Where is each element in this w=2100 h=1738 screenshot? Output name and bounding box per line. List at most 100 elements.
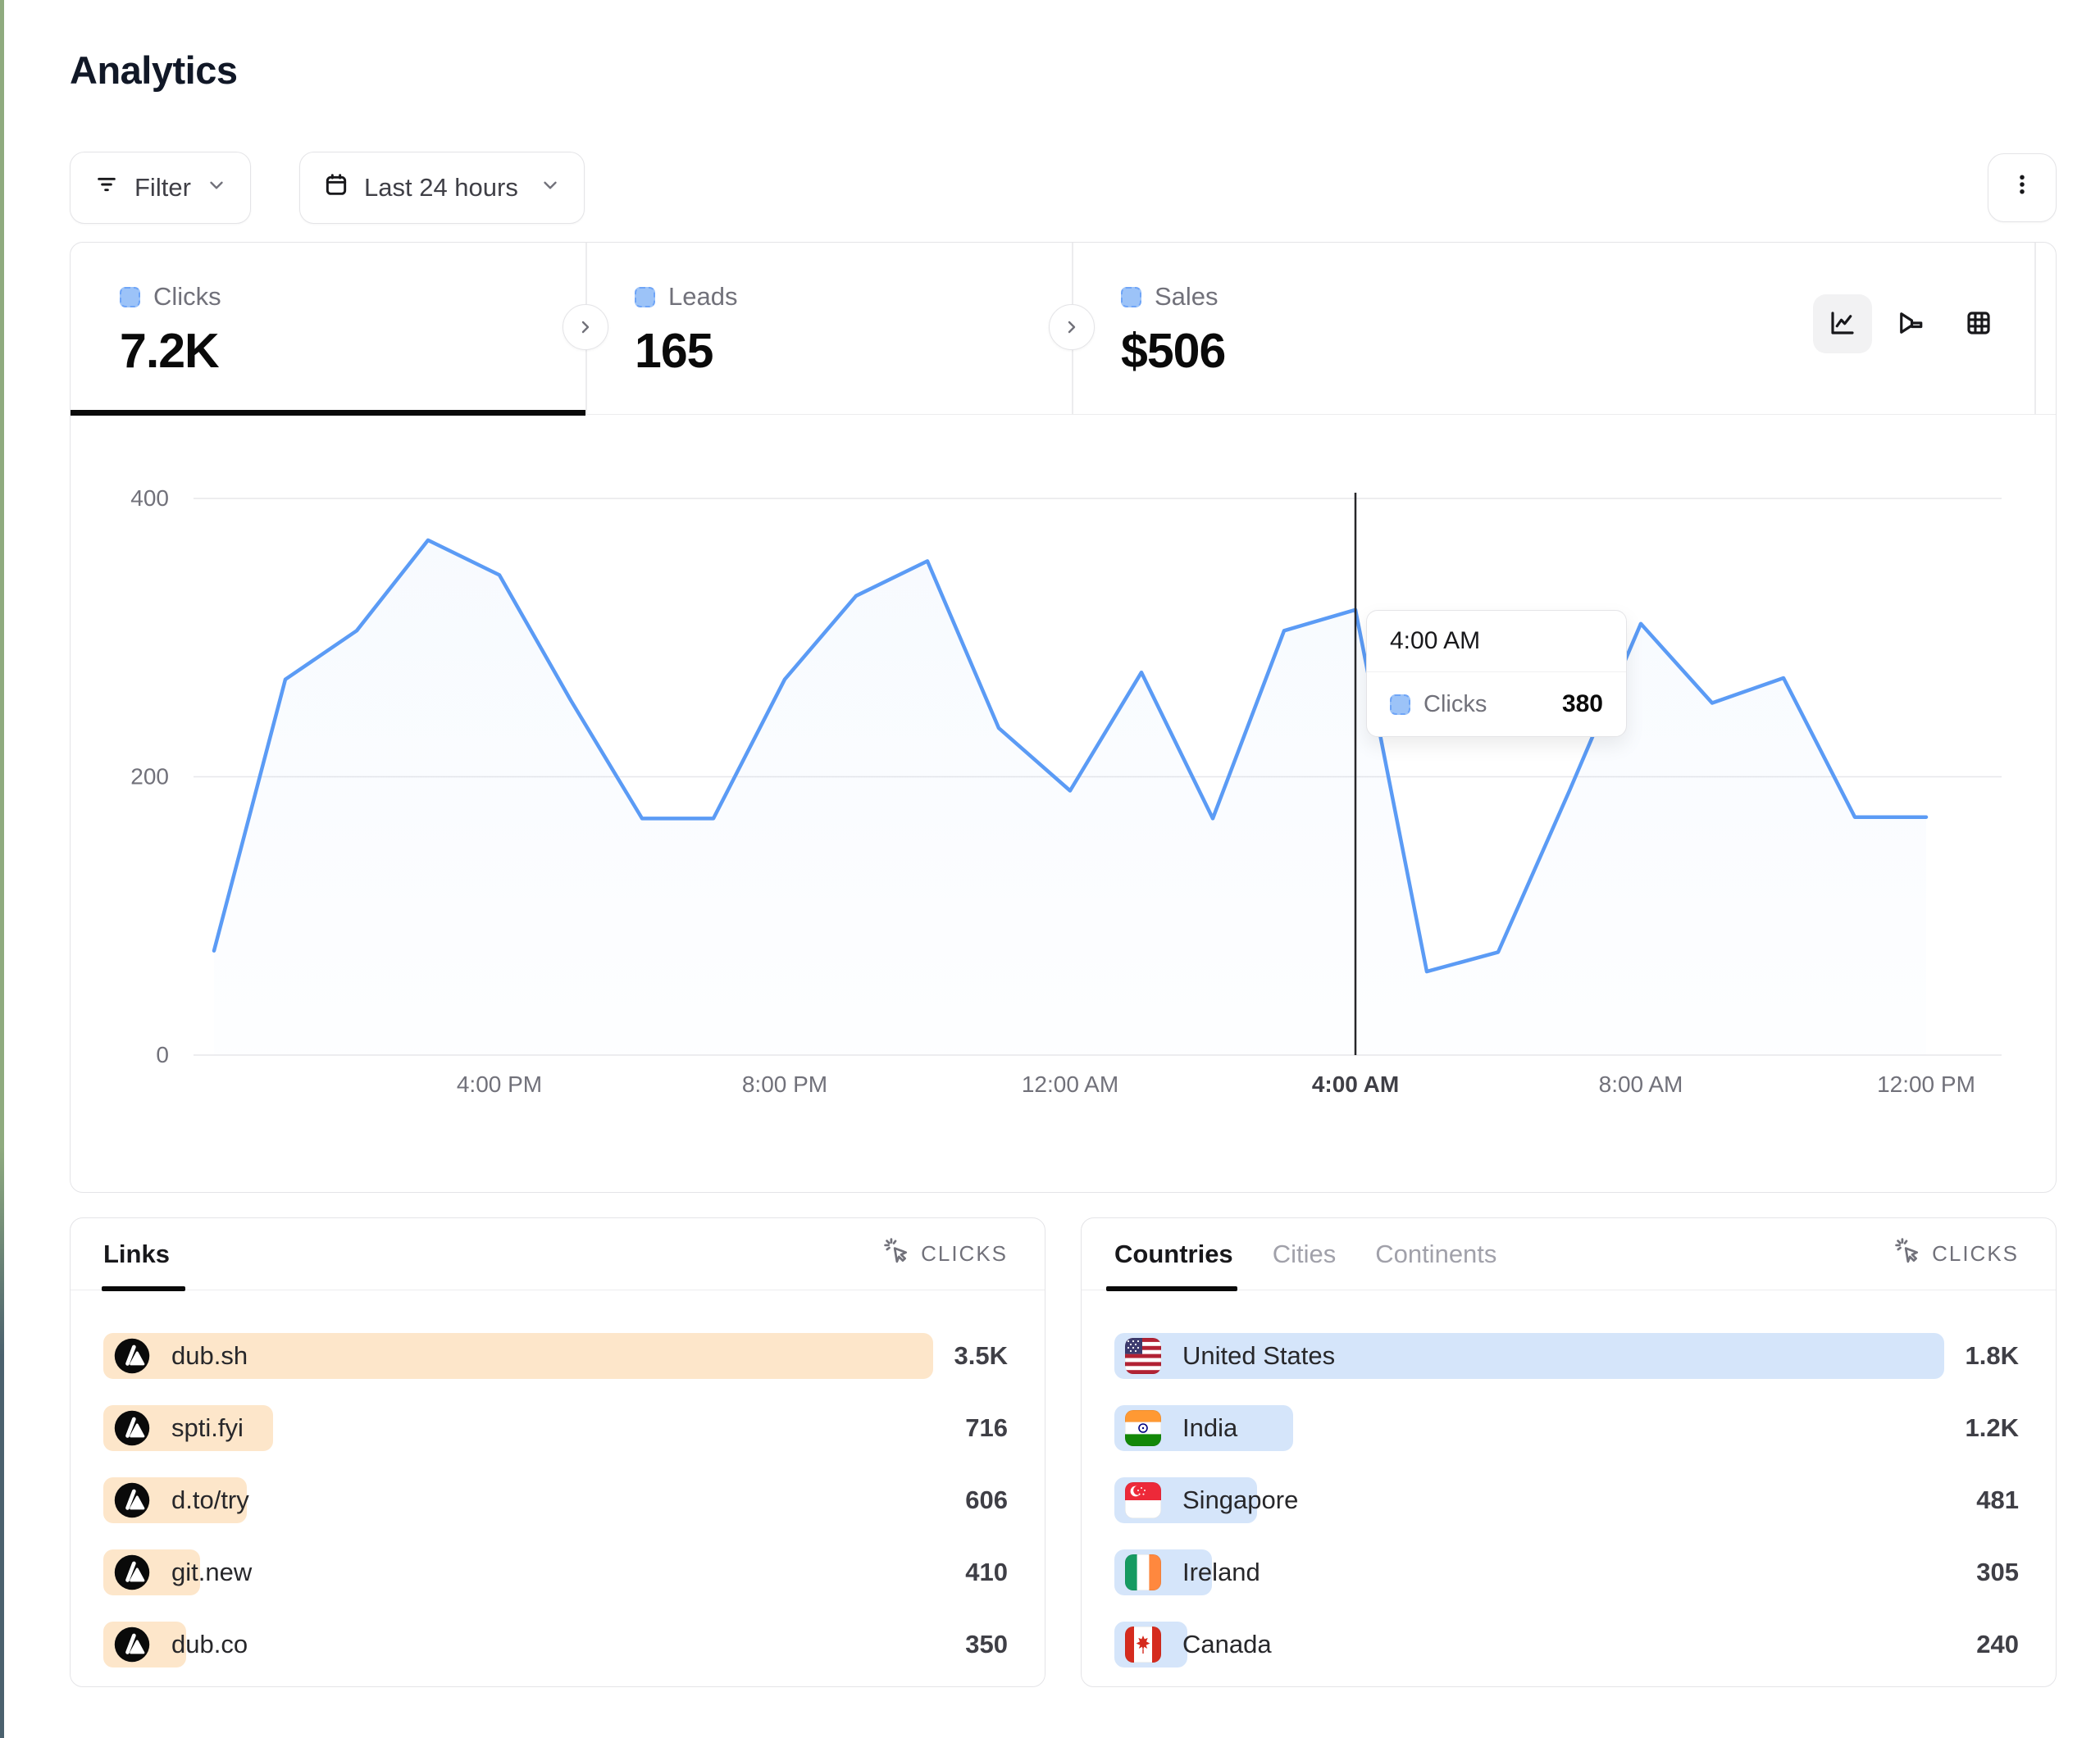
stat-tab-clicks[interactable]: Clicks 7.2K <box>71 243 585 416</box>
tooltip-value: 380 <box>1561 690 1603 717</box>
tab-continents[interactable]: Continents <box>1375 1239 1497 1268</box>
link-row[interactable]: git.new 410 <box>103 1549 1008 1595</box>
stat-tab-leads[interactable]: Leads 165 <box>585 243 1072 415</box>
stat-value: $506 <box>1121 324 1226 378</box>
dub-logo-icon <box>114 1554 150 1590</box>
links-rows: dub.sh 3.5K spti.fyi 716 d.to/try 606 git.n… <box>71 1290 1045 1667</box>
country-label: India <box>1182 1413 1238 1442</box>
country-row[interactable]: Ireland 305 <box>1114 1549 2019 1595</box>
links-panel-header: Links CLICKS <box>71 1218 1045 1291</box>
dub-logo-icon <box>114 1338 150 1374</box>
stat-legend-swatch <box>1121 286 1141 307</box>
link-label: dub.co <box>171 1630 248 1658</box>
links-panel: Links CLICKS dub.sh 3.5K spti.fyi 716 d.to… <box>70 1217 1045 1687</box>
page-title: Analytics <box>70 48 238 92</box>
ca-flag-icon <box>1125 1627 1161 1663</box>
chart-tooltip: 4:00 AM Clicks 380 <box>1366 610 1627 737</box>
stat-tab-sales[interactable]: Sales $506 <box>1072 243 2034 415</box>
country-row[interactable]: United States 1.8K <box>1114 1333 2019 1379</box>
country-row[interactable]: Singapore 481 <box>1114 1477 2019 1523</box>
country-row[interactable]: Canada 240 <box>1114 1622 2019 1667</box>
link-label: git.new <box>171 1558 253 1586</box>
stat-tab-divider <box>2034 243 2036 415</box>
link-row[interactable]: spti.fyi 716 <box>103 1405 1008 1451</box>
chevron-down-icon <box>206 173 227 202</box>
countries-rows: United States 1.8K India 1.2K Singapore 481… <box>1082 1290 2056 1667</box>
tooltip-series-label: Clicks <box>1424 690 1487 717</box>
table-view-button[interactable] <box>1949 294 2008 353</box>
country-clicks-value: 1.8K <box>1965 1341 2019 1370</box>
svg-text:0: 0 <box>156 1042 169 1067</box>
country-label: Singapore <box>1182 1485 1299 1514</box>
link-label: dub.sh <box>171 1341 248 1370</box>
filter-icon <box>93 171 120 204</box>
cursor-click-icon <box>883 1237 911 1271</box>
stat-value: 7.2K <box>120 324 220 378</box>
countries-panel: Countries Cities Continents CLICKS United … <box>1081 1217 2057 1687</box>
stat-expand-button-leads[interactable] <box>1049 304 1095 350</box>
chart-view-switcher <box>1813 294 2008 355</box>
svg-text:200: 200 <box>130 764 169 789</box>
date-range-button[interactable]: Last 24 hours <box>299 152 585 224</box>
chevron-down-icon <box>540 173 561 202</box>
dub-logo-icon <box>114 1410 150 1446</box>
stat-label: Clicks <box>153 282 221 311</box>
country-label: Canada <box>1182 1630 1272 1658</box>
stat-tabs: Clicks 7.2K Leads 165 Sales $506 <box>71 243 2056 416</box>
stat-label: Leads <box>668 282 738 311</box>
in-flag-icon <box>1125 1410 1161 1446</box>
more-options-button[interactable] <box>1988 153 2057 222</box>
svg-text:8:00 PM: 8:00 PM <box>742 1071 827 1097</box>
country-clicks-value: 481 <box>1976 1485 2019 1514</box>
link-clicks-value: 3.5K <box>954 1341 1008 1370</box>
analytics-card: Clicks 7.2K Leads 165 Sales $506 400 200 0 4:00 … <box>70 242 2057 1193</box>
tab-countries[interactable]: Countries <box>1114 1239 1233 1268</box>
dub-logo-icon <box>114 1627 150 1663</box>
link-label: d.to/try <box>171 1485 249 1514</box>
line-chart-icon <box>1828 308 1857 340</box>
country-clicks-value: 305 <box>1976 1558 2019 1586</box>
link-clicks-value: 716 <box>965 1413 1008 1442</box>
svg-text:4:00 PM: 4:00 PM <box>457 1071 542 1097</box>
clicks-area-chart[interactable]: 400 200 0 4:00 PM 8:00 PM 12:00 AM 4:00 AM 8:00… <box>71 415 2057 1193</box>
metric-clicks: CLICKS <box>883 1237 1008 1271</box>
clicks-legend-swatch <box>1390 694 1410 715</box>
country-clicks-value: 1.2K <box>1965 1413 2019 1442</box>
filter-button[interactable]: Filter <box>70 152 251 224</box>
stat-label: Sales <box>1155 282 1219 311</box>
stat-value: 165 <box>635 324 713 378</box>
link-row[interactable]: dub.sh 3.5K <box>103 1333 1008 1379</box>
funnel-icon <box>1896 308 1925 340</box>
sg-flag-icon <box>1125 1482 1161 1518</box>
link-label: spti.fyi <box>171 1413 244 1442</box>
svg-text:8:00 AM: 8:00 AM <box>1599 1071 1683 1097</box>
link-row[interactable]: dub.co 350 <box>103 1622 1008 1667</box>
country-label: United States <box>1182 1341 1336 1370</box>
table-icon <box>1964 308 1993 340</box>
stat-expand-button-clicks[interactable] <box>563 304 608 350</box>
ie-flag-icon <box>1125 1554 1161 1590</box>
svg-text:12:00 PM: 12:00 PM <box>1877 1071 1975 1097</box>
stat-legend-swatch <box>635 286 655 307</box>
link-row[interactable]: d.to/try 606 <box>103 1477 1008 1523</box>
value-bar <box>1114 1333 1944 1379</box>
tooltip-time: 4:00 AM <box>1367 611 1626 672</box>
dub-logo-icon <box>114 1482 150 1518</box>
svg-text:12:00 AM: 12:00 AM <box>1022 1071 1118 1097</box>
country-label: Ireland <box>1182 1558 1260 1586</box>
value-bar <box>103 1333 933 1379</box>
tab-cities[interactable]: Cities <box>1272 1239 1337 1268</box>
link-clicks-value: 350 <box>965 1630 1008 1658</box>
country-row[interactable]: India 1.2K <box>1114 1405 2019 1451</box>
line-chart-view-button[interactable] <box>1813 294 1872 353</box>
link-clicks-value: 606 <box>965 1485 1008 1514</box>
metric-clicks: CLICKS <box>1894 1237 2019 1271</box>
tab-links[interactable]: Links <box>103 1239 170 1268</box>
funnel-view-button[interactable] <box>1881 294 1940 353</box>
cursor-click-icon <box>1894 1237 1922 1271</box>
stat-legend-swatch <box>120 286 140 307</box>
window-edge-strip <box>0 0 4 1738</box>
active-stat-underline <box>71 410 585 416</box>
link-clicks-value: 410 <box>965 1558 1008 1586</box>
